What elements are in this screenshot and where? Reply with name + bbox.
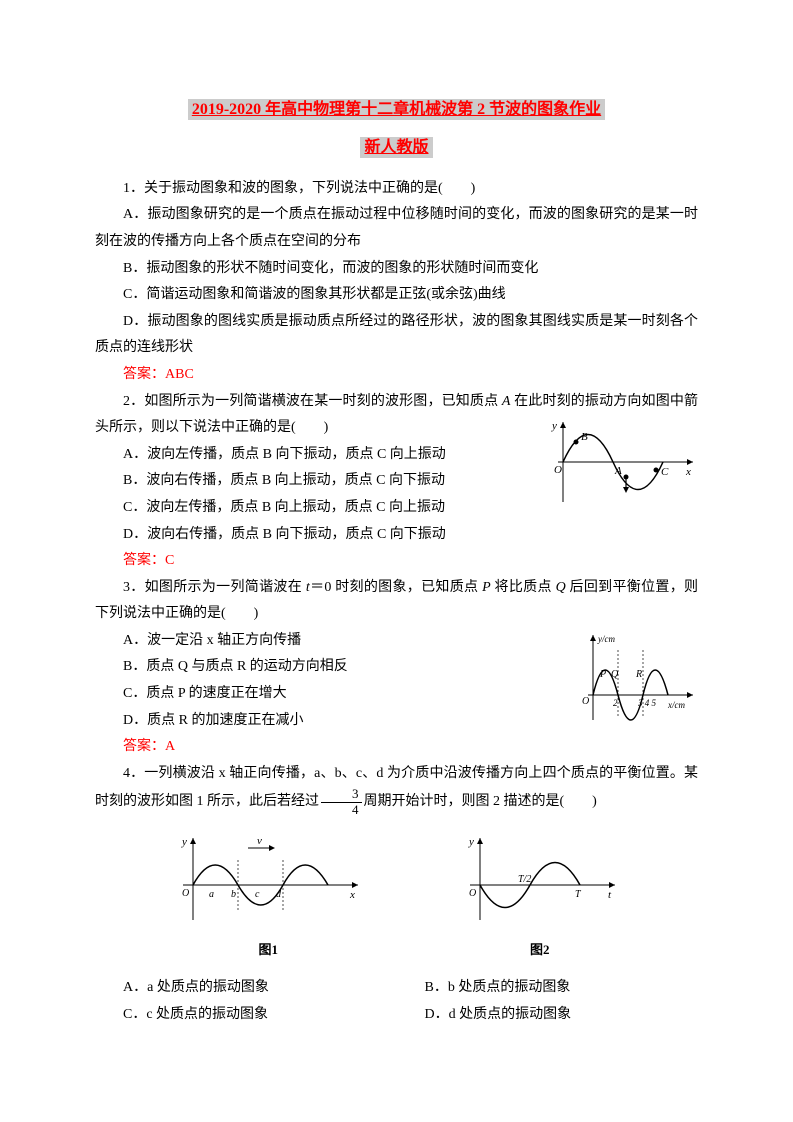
q3-var-Q: Q	[556, 580, 566, 595]
svg-text:C: C	[661, 466, 669, 478]
q3-var-P: P	[482, 580, 491, 595]
svg-text:T/2: T/2	[518, 874, 531, 885]
q2-block: 2．如图所示为一列简谐横波在某一时刻的波形图，已知质点 A 在此时刻的振动方向如…	[95, 389, 698, 549]
q3-wave-diagram: P Q R 2 3 4 5 x/cm y/cm O	[578, 630, 698, 725]
subtitle-text: 新人教版	[360, 137, 432, 158]
q2-optD: D．波向右传播，质点 B 向下振动，质点 C 向下振动	[95, 522, 698, 549]
q3-stem-a: 3．如图所示为一列简谐波在	[123, 580, 306, 595]
svg-text:O: O	[554, 464, 562, 476]
q2-stem-a: 2．如图所示为一列简谐横波在某一时刻的波形图，已知质点	[123, 394, 502, 409]
q4-fig1-box: v a b c d x y O 图1	[173, 830, 363, 962]
q3-stem-c: 将比质点	[491, 580, 556, 595]
svg-text:A: A	[614, 465, 622, 477]
svg-text:3 4 5: 3 4 5	[637, 698, 657, 708]
q4-optA: A．a 处质点的振动图象	[95, 975, 397, 1002]
q4-optD: D．d 处质点的振动图象	[397, 1002, 699, 1029]
q4-fig1: v a b c d x y O	[173, 830, 363, 925]
q4-fig2-label: 图2	[460, 938, 620, 963]
svg-text:R: R	[635, 669, 642, 680]
svg-text:c: c	[255, 889, 260, 900]
svg-text:y: y	[468, 836, 474, 848]
q4-stem: 4．一列横波沿 x 轴正向传播，a、b、c、d 为介质中沿波传播方向上四个质点的…	[95, 761, 698, 817]
fraction-3-4: 34	[321, 787, 362, 817]
q1-optC: C．简谐运动图象和简谐波的图象其形状都是正弦(或余弦)曲线	[95, 282, 698, 309]
svg-text:v: v	[257, 835, 262, 847]
svg-text:P: P	[599, 669, 606, 680]
q4-options-row2: C．c 处质点的振动图象 D．d 处质点的振动图象	[95, 1002, 698, 1029]
q2-wave-diagram: B A C y x O	[548, 417, 698, 507]
svg-text:x: x	[349, 889, 355, 901]
svg-text:T: T	[575, 889, 582, 900]
q4-options-row1: A．a 处质点的振动图象 B．b 处质点的振动图象	[95, 975, 698, 1002]
svg-text:O: O	[469, 888, 476, 899]
q3-answer: 答案：A	[95, 734, 698, 761]
q4-figures: v a b c d x y O 图1 T/2 T t y O 图2	[95, 822, 698, 970]
svg-text:Q: Q	[611, 669, 619, 680]
q4-stem-b: 周期开始计时，则图 2 描述的是( )	[364, 794, 597, 809]
q4-optC: C．c 处质点的振动图象	[95, 1002, 397, 1029]
svg-text:B: B	[581, 431, 588, 443]
title-text: 2019-2020 年高中物理第十二章机械波第 2 节波的图象作业	[188, 99, 605, 120]
page-subtitle: 新人教版	[95, 133, 698, 163]
q2-answer: 答案：C	[95, 548, 698, 575]
q1-optD: D．振动图象的图线实质是振动质点所经过的路径形状，波的图象其图线实质是某一时刻各…	[95, 309, 698, 362]
q4-fig2: T/2 T t y O	[460, 830, 620, 925]
q1-optA: A．振动图象研究的是一个质点在振动过程中位移随时间的变化，而波的图象研究的是某一…	[95, 202, 698, 255]
svg-text:O: O	[182, 888, 189, 899]
q4-fig2-box: T/2 T t y O 图2	[460, 830, 620, 962]
svg-text:2: 2	[613, 698, 618, 708]
svg-text:O: O	[582, 696, 589, 707]
svg-text:y: y	[551, 420, 557, 432]
q4-optB: B．b 处质点的振动图象	[397, 975, 699, 1002]
svg-text:t: t	[608, 889, 612, 901]
svg-text:a: a	[209, 889, 214, 900]
svg-text:y: y	[181, 836, 187, 848]
q3-stem: 3．如图所示为一列简谐波在 t＝0 时刻的图象，已知质点 P 将比质点 Q 后回…	[95, 575, 698, 628]
page-title: 2019-2020 年高中物理第十二章机械波第 2 节波的图象作业	[95, 95, 698, 125]
q3-block: 3．如图所示为一列简谐波在 t＝0 时刻的图象，已知质点 P 将比质点 Q 后回…	[95, 575, 698, 735]
svg-text:x/cm: x/cm	[667, 700, 685, 710]
q1-answer: 答案：ABC	[95, 362, 698, 389]
svg-text:d: d	[276, 889, 282, 900]
q3-stem-b: ＝0 时刻的图象，已知质点	[310, 580, 482, 595]
q4-fig1-label: 图1	[173, 938, 363, 963]
svg-text:x: x	[685, 466, 691, 478]
svg-text:y/cm: y/cm	[597, 634, 615, 644]
q1-stem: 1．关于振动图象和波的图象，下列说法中正确的是( )	[95, 176, 698, 203]
q1-optB: B．振动图象的形状不随时间变化，而波的图象的形状随时间而变化	[95, 256, 698, 283]
svg-text:b: b	[231, 889, 236, 900]
